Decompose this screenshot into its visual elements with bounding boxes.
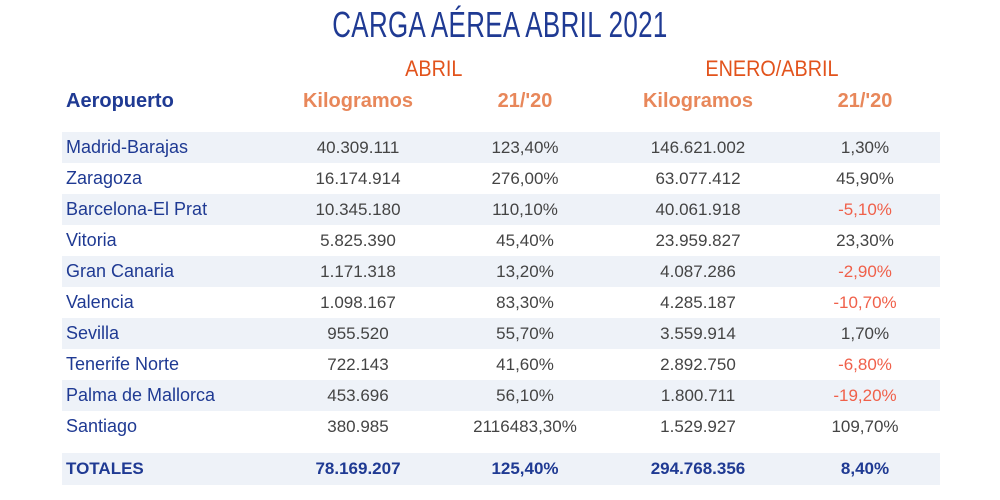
cell-kg: 453.696 xyxy=(327,386,389,405)
data-table: Madrid-Barajas 40.309.111 123,40% 146.621.0… xyxy=(62,132,940,442)
cell-kg: 380.985 xyxy=(327,417,389,436)
table-row: Santiago 380.985 2116483,30% 1.529.927 109,7… xyxy=(62,411,940,442)
cell-pct: 13,20% xyxy=(496,262,554,281)
cell-pct: 2116483,30% xyxy=(473,417,577,436)
totals-pct: 125,40% xyxy=(491,459,559,478)
cell-kg2: 40.061.918 xyxy=(655,200,741,219)
airport-name: Sevilla xyxy=(66,323,120,343)
section-month-label: ABRIL xyxy=(405,56,463,81)
cell-kg: 5.825.390 xyxy=(320,231,396,250)
cell-pct2: 45,90% xyxy=(836,169,894,188)
table-row: Tenerife Norte 722.143 41,60% 2.892.750 -6,8… xyxy=(62,349,940,380)
cell-pct2: 109,70% xyxy=(831,417,899,436)
table-row: Madrid-Barajas 40.309.111 123,40% 146.621.0… xyxy=(62,132,940,163)
cell-kg: 40.309.111 xyxy=(316,138,400,157)
cell-pct: 41,60% xyxy=(496,355,554,374)
airport-name: Santiago xyxy=(66,416,138,436)
cell-kg2: 63.077.412 xyxy=(655,169,741,188)
cell-pct2: -19,20% xyxy=(833,386,897,405)
header-pct-ytd: 21/'20 xyxy=(837,90,893,112)
cell-kg: 722.143 xyxy=(327,355,389,374)
airport-name: Vitoria xyxy=(66,230,117,250)
section-ytd: ENERO/ABRIL xyxy=(652,56,892,82)
cell-kg: 10.345.180 xyxy=(315,200,401,219)
header-kg: Kilogramos xyxy=(302,90,414,112)
totals-label: TOTALES xyxy=(66,459,144,478)
cell-pct: 123,40% xyxy=(491,138,559,157)
cell-pct: 45,40% xyxy=(496,231,554,250)
totals-kg: 78.169.207 xyxy=(315,459,401,478)
totals-pct-ytd: 8,40% xyxy=(840,459,890,478)
cell-pct2: 1,30% xyxy=(840,138,890,157)
header-pct: 21/'20 xyxy=(497,90,553,112)
totals-kg-ytd: 294.768.356 xyxy=(650,459,746,478)
cell-pct: 55,70% xyxy=(496,324,554,343)
table-row: Barcelona-El Prat 10.345.180 110,10% 40.061… xyxy=(62,194,940,225)
airport-name: Tenerife Norte xyxy=(66,354,180,374)
section-ytd-label: ENERO/ABRIL xyxy=(705,56,839,81)
cell-pct2: -10,70% xyxy=(833,293,897,312)
cell-pct2: -6,80% xyxy=(838,355,892,374)
cell-kg2: 2.892.750 xyxy=(660,355,736,374)
header-airport: Aeropuerto xyxy=(66,90,174,112)
cell-pct: 110,10% xyxy=(492,200,558,219)
cell-pct: 276,00% xyxy=(491,169,559,188)
cell-kg: 1.171.318 xyxy=(320,262,396,281)
section-month: ABRIL xyxy=(314,56,554,82)
cell-kg: 955.520 xyxy=(327,324,389,343)
airport-name: Zaragoza xyxy=(66,168,143,188)
cell-kg2: 4.087.286 xyxy=(660,262,736,281)
table-row: Palma de Mallorca 453.696 56,10% 1.800.711 -… xyxy=(62,380,940,411)
totals-row: TOTALES 78.169.207 125,40% 294.768.356 8… xyxy=(62,453,940,485)
table-row: Zaragoza 16.174.914 276,00% 63.077.412 45,90… xyxy=(62,163,940,194)
cell-pct: 56,10% xyxy=(496,386,554,405)
cell-kg2: 1.800.711 xyxy=(660,386,736,405)
cell-pct2: -5,10% xyxy=(838,200,892,219)
header-kg-ytd: Kilogramos xyxy=(642,90,754,112)
airport-name: Palma de Mallorca xyxy=(66,385,216,405)
table-row: Valencia 1.098.167 83,30% 4.285.187 -10,70% xyxy=(62,287,940,318)
table-row: Vitoria 5.825.390 45,40% 23.959.827 23,30% xyxy=(62,225,940,256)
cell-kg: 16.174.914 xyxy=(315,169,401,188)
cell-pct2: 1,70% xyxy=(840,324,890,343)
airport-name: Barcelona-El Prat xyxy=(66,199,208,219)
airport-name: Gran Canaria xyxy=(66,261,175,281)
cell-kg2: 1.529.927 xyxy=(660,417,736,436)
cell-pct2: 23,30% xyxy=(836,231,894,250)
title-text: CARGA AÉREA ABRIL 2021 xyxy=(332,4,668,45)
cell-kg2: 4.285.187 xyxy=(660,293,736,312)
table-row: Gran Canaria 1.171.318 13,20% 4.087.286 -2,9… xyxy=(62,256,940,287)
cell-kg2: 23.959.827 xyxy=(655,231,741,250)
cell-pct2: -2,90% xyxy=(838,262,892,281)
cell-kg2: 146.621.002 xyxy=(650,138,746,157)
cell-kg2: 3.559.914 xyxy=(660,324,736,343)
airport-name: Valencia xyxy=(66,292,134,312)
page-title: CARGA AÉREA ABRIL 2021 xyxy=(0,4,1000,46)
cell-kg: 1.098.167 xyxy=(320,293,396,312)
cell-pct: 83,30% xyxy=(496,293,554,312)
table-row: Sevilla 955.520 55,70% 3.559.914 1,70% xyxy=(62,318,940,349)
airport-name: Madrid-Barajas xyxy=(66,137,189,157)
